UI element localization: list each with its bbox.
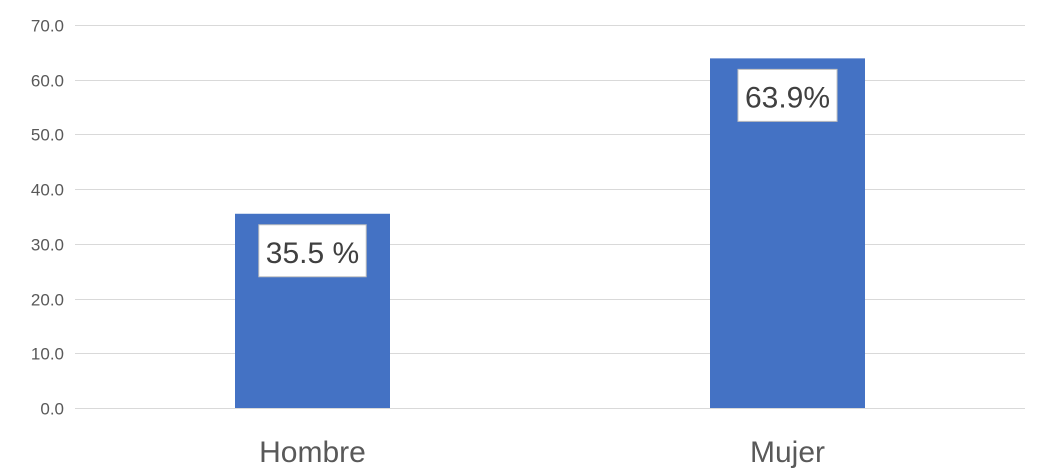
y-tick-label: 20.0 [31,291,64,310]
data-label: 63.9% [745,81,830,114]
y-tick-label: 50.0 [31,126,64,145]
gridlines [75,25,1025,409]
y-tick-label: 60.0 [31,72,64,91]
y-tick-label: 0.0 [40,400,64,419]
data-label-box [737,68,838,122]
x-category-label: Mujer [750,436,825,469]
y-tick-label: 70.0 [31,17,64,36]
data-label: 35.5 % [266,237,359,270]
y-tick-label: 10.0 [31,345,64,364]
x-category-label: Hombre [259,436,366,469]
x-axis-category-labels: Hombre Mujer [259,436,825,469]
y-tick-label: 40.0 [31,181,64,200]
data-label-box [258,224,367,278]
y-tick-label: 30.0 [31,236,64,255]
data-labels: 35.5 % 63.9% [258,68,838,278]
y-axis-tick-labels: 0.0 10.0 20.0 30.0 40.0 50.0 60.0 70.0 [31,17,64,419]
